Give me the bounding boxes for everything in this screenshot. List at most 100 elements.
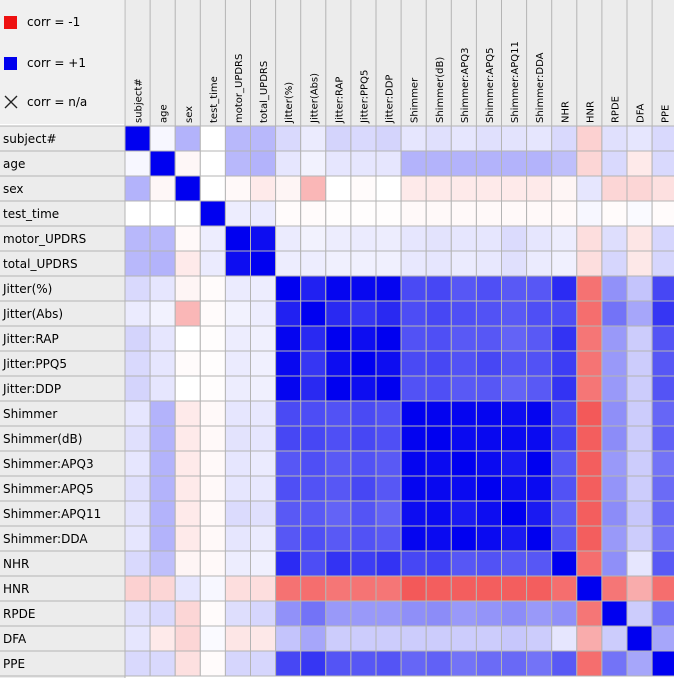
heatmap-cell xyxy=(601,650,628,677)
heatmap-cell xyxy=(425,650,452,677)
heatmap-cell xyxy=(601,375,628,402)
heatmap-cell xyxy=(475,150,502,177)
heatmap-cell xyxy=(199,400,226,427)
heatmap-cell xyxy=(174,550,201,577)
heatmap-cell xyxy=(501,200,528,227)
heatmap-cell xyxy=(400,450,427,477)
heatmap-cell xyxy=(601,600,628,627)
heatmap-cell xyxy=(651,250,674,277)
heatmap-cell xyxy=(224,500,251,527)
heatmap-cell xyxy=(124,125,151,152)
heatmap-cell xyxy=(275,175,302,202)
heatmap-cell xyxy=(501,125,528,152)
heatmap-cell xyxy=(450,625,477,652)
heatmap-cell xyxy=(601,425,628,452)
heatmap-cell xyxy=(350,425,377,452)
heatmap-cell xyxy=(224,525,251,552)
heatmap-cell xyxy=(400,375,427,402)
heatmap-cell xyxy=(526,225,553,252)
heatmap-cell xyxy=(501,325,528,352)
heatmap-cell xyxy=(626,275,653,302)
heatmap-cell xyxy=(250,225,277,252)
heatmap-cell xyxy=(300,250,327,277)
heatmap-cell xyxy=(501,250,528,277)
heatmap-cell xyxy=(501,425,528,452)
heatmap-cell xyxy=(325,225,352,252)
heatmap-cell xyxy=(224,625,251,652)
heatmap-cell xyxy=(149,175,176,202)
heatmap-cell xyxy=(275,450,302,477)
heatmap-cell xyxy=(350,175,377,202)
heatmap-cell xyxy=(576,200,603,227)
heatmap-cell xyxy=(224,400,251,427)
heatmap-cell xyxy=(475,450,502,477)
heatmap-cell xyxy=(601,225,628,252)
heatmap-cell xyxy=(149,375,176,402)
heatmap-cell xyxy=(425,125,452,152)
heatmap-cell xyxy=(601,175,628,202)
heatmap-cell xyxy=(526,275,553,302)
heatmap-cell xyxy=(425,550,452,577)
heatmap-cell xyxy=(174,400,201,427)
heatmap-cell xyxy=(651,475,674,502)
row-label: Jitter(Abs) xyxy=(2,307,63,321)
heatmap-cell xyxy=(501,300,528,327)
heatmap-cell xyxy=(526,375,553,402)
heatmap-cell xyxy=(450,125,477,152)
heatmap-cell xyxy=(400,275,427,302)
heatmap-cell xyxy=(375,575,402,602)
row-label: DFA xyxy=(3,632,27,646)
column-label: Shimmer(dB) xyxy=(435,57,446,123)
heatmap-cell xyxy=(425,600,452,627)
heatmap-cell xyxy=(199,550,226,577)
column-label: Jitter:PPQ5 xyxy=(359,70,370,124)
heatmap-cell xyxy=(199,475,226,502)
heatmap-cell xyxy=(626,425,653,452)
heatmap-cell xyxy=(375,350,402,377)
heatmap-cell xyxy=(300,325,327,352)
heatmap-cell xyxy=(174,250,201,277)
row-label: motor_UPDRS xyxy=(3,232,86,246)
heatmap-cell xyxy=(124,475,151,502)
heatmap-cell xyxy=(375,650,402,677)
heatmap-cell xyxy=(300,475,327,502)
heatmap-cell xyxy=(375,425,402,452)
heatmap-cell xyxy=(174,625,201,652)
heatmap-cell xyxy=(551,300,578,327)
heatmap-cell xyxy=(124,375,151,402)
heatmap-cell xyxy=(275,150,302,177)
row-label: total_UPDRS xyxy=(3,257,78,271)
heatmap-cell xyxy=(325,600,352,627)
heatmap-cell xyxy=(149,150,176,177)
heatmap-cell xyxy=(501,450,528,477)
heatmap-cell xyxy=(199,575,226,602)
column-label: Shimmer:DDA xyxy=(535,52,546,123)
heatmap-cell xyxy=(325,325,352,352)
heatmap-cell xyxy=(250,600,277,627)
heatmap-cell xyxy=(325,550,352,577)
heatmap-cell xyxy=(501,550,528,577)
heatmap-cell xyxy=(551,575,578,602)
column-label: test_time xyxy=(209,76,220,123)
heatmap-cell xyxy=(149,525,176,552)
heatmap-cell xyxy=(400,150,427,177)
row-label: Jitter(%) xyxy=(2,282,52,296)
heatmap-cell xyxy=(325,400,352,427)
heatmap-cell xyxy=(626,300,653,327)
heatmap-cell xyxy=(250,150,277,177)
heatmap-cell xyxy=(450,200,477,227)
heatmap-cell xyxy=(651,400,674,427)
heatmap-cell xyxy=(601,500,628,527)
legend: corr = -1 corr = +1 corr = n/a xyxy=(0,0,124,124)
heatmap-cell xyxy=(375,150,402,177)
heatmap-cell xyxy=(450,225,477,252)
heatmap-cell xyxy=(601,550,628,577)
heatmap-cell xyxy=(400,325,427,352)
heatmap-cell xyxy=(576,450,603,477)
heatmap-cell xyxy=(551,475,578,502)
column-label: Shimmer:APQ3 xyxy=(460,47,471,123)
heatmap-cell xyxy=(124,175,151,202)
heatmap-cell xyxy=(275,275,302,302)
heatmap-cell xyxy=(501,225,528,252)
column-label: Shimmer:APQ5 xyxy=(485,47,496,123)
